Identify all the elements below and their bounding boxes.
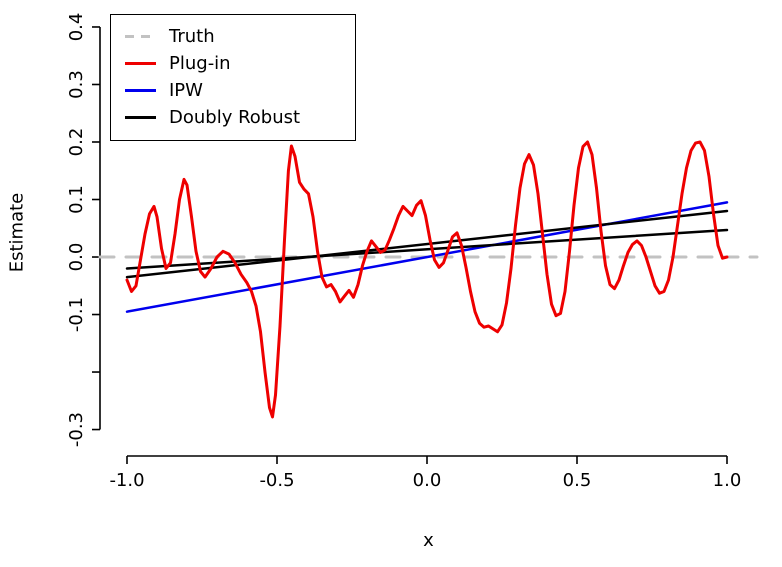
y-tick-label: 0.3 (66, 70, 87, 99)
legend-dr-line-icon (125, 116, 156, 119)
legend-item: Truth (111, 23, 355, 50)
x-tick-label: -1.0 (109, 470, 144, 491)
legend-truth-line-icon (125, 35, 156, 38)
legend: Truth Plug-in IPW Doubly Robust (110, 14, 356, 141)
doubly-robust-line (125, 228, 729, 270)
x-tick-label: -0.5 (259, 470, 294, 491)
legend-label-plugin: Plug-in (169, 52, 231, 74)
y-tick-label: 0.2 (66, 128, 87, 157)
y-tick-label: 0.4 (66, 13, 87, 42)
y-tick-label: 0.0 (66, 243, 87, 272)
legend-item: Doubly Robust (111, 104, 355, 131)
x-tick-label: 0.0 (413, 470, 442, 491)
legend-label-ipw: IPW (169, 79, 203, 101)
y-tick-label: 0.1 (66, 185, 87, 214)
y-tick-label: -0.3 (66, 412, 87, 447)
x-axis-label: x (423, 530, 434, 551)
legend-item: IPW (111, 77, 355, 104)
legend-plugin-line-icon (125, 62, 156, 65)
plug-in-line (125, 140, 729, 419)
doubly-robust-line (125, 209, 729, 279)
y-tick-label: -0.1 (66, 297, 87, 332)
x-tick-label: 0.5 (563, 470, 592, 491)
legend-ipw-line-icon (125, 89, 156, 92)
x-tick-label: 1.0 (713, 470, 742, 491)
ipw-line (125, 201, 729, 313)
legend-label-truth: Truth (169, 25, 215, 47)
legend-label-dr: Doubly Robust (169, 106, 301, 128)
legend-item: Plug-in (111, 50, 355, 77)
